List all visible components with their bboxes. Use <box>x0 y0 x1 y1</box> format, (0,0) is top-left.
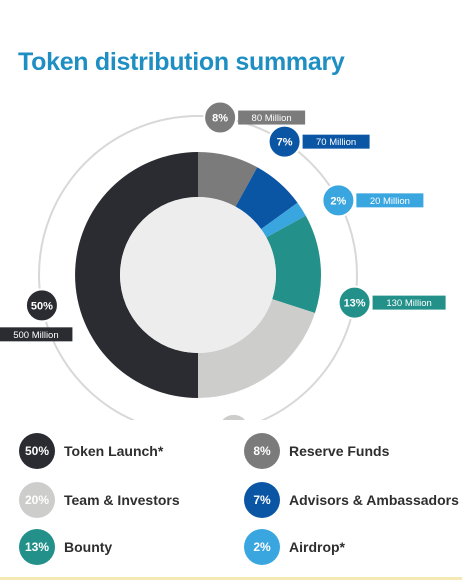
amount-tag-advisors-ambassadors <box>302 134 370 149</box>
amount-tag-reserve-funds <box>238 110 306 125</box>
legend-item-airdrop: 2% Airdrop* <box>244 529 345 565</box>
badge-pct-token-launch: 50% <box>31 300 53 312</box>
legend-badge-token-launch: 50% <box>19 433 55 469</box>
slice-reserve-funds <box>198 152 258 207</box>
badge-pct-bounty: 13% <box>344 298 366 310</box>
bottom-divider <box>0 577 462 580</box>
slice-airdrop <box>261 202 306 238</box>
outer-ring <box>38 115 358 420</box>
legend-item-reserve-funds: 8% Reserve Funds <box>244 433 389 469</box>
badge-pct-reserve-funds: 8% <box>212 113 228 125</box>
legend-label-token-launch: Token Launch* <box>64 443 164 459</box>
amount-text-bounty: 130 Million <box>386 298 431 309</box>
badge-team-investors <box>219 412 248 420</box>
amount-text-airdrop: 20 Million <box>370 196 410 207</box>
amount-text-token-launch: 500 Million <box>13 330 58 341</box>
legend-label-advisors-ambassadors: Advisors & Ambassadors <box>289 492 459 508</box>
donut-chart: 8% 80 Million 7% 70 Million 2% 20 Million 13% 1… <box>0 100 446 420</box>
legend-item-bounty: 13% Bounty <box>19 529 112 565</box>
legend-item-advisors-ambassadors: 7% Advisors & Ambassadors <box>244 482 459 518</box>
legend-label-reserve-funds: Reserve Funds <box>289 443 390 459</box>
legend-label-team-investors: Team & Investors <box>64 492 180 508</box>
badge-reserve-funds <box>203 100 238 135</box>
slice-advisors-ambassadors <box>235 167 298 230</box>
legend-badge-bounty: 13% <box>19 529 55 565</box>
legend-badge-advisors-ambassadors: 7% <box>244 482 280 518</box>
legend-item-token-launch: 50% Token Launch* <box>19 433 163 469</box>
slice-token-launch <box>75 152 198 398</box>
legend-label-airdrop: Airdrop* <box>289 539 345 555</box>
amount-tag-token-launch <box>0 327 73 342</box>
legend-badge-airdrop: 2% <box>244 529 280 565</box>
badge-pct-airdrop: 2% <box>330 195 346 207</box>
amount-text-advisors-ambassadors: 70 Million <box>316 137 356 148</box>
badge-pct-advisors-ambassadors: 7% <box>277 137 293 149</box>
badge-token-launch <box>24 288 59 323</box>
legend-item-team-investors: 20% Team & Investors <box>19 482 180 518</box>
badge-advisors-ambassadors <box>267 124 302 159</box>
amount-text-reserve-funds: 80 Million <box>252 113 292 124</box>
legend-badge-team-investors: 20% <box>19 482 55 518</box>
slice-team-investors <box>198 299 315 398</box>
legend-badge-reserve-funds: 8% <box>244 433 280 469</box>
badge-bounty <box>337 285 372 320</box>
legend-label-bounty: Bounty <box>64 539 113 555</box>
amount-tag-airdrop <box>356 193 424 208</box>
donut-center <box>120 197 276 353</box>
page-title: Token distribution summary <box>18 48 345 76</box>
badge-airdrop <box>321 183 356 218</box>
slice-bounty <box>266 215 321 314</box>
amount-tag-bounty <box>372 295 446 310</box>
